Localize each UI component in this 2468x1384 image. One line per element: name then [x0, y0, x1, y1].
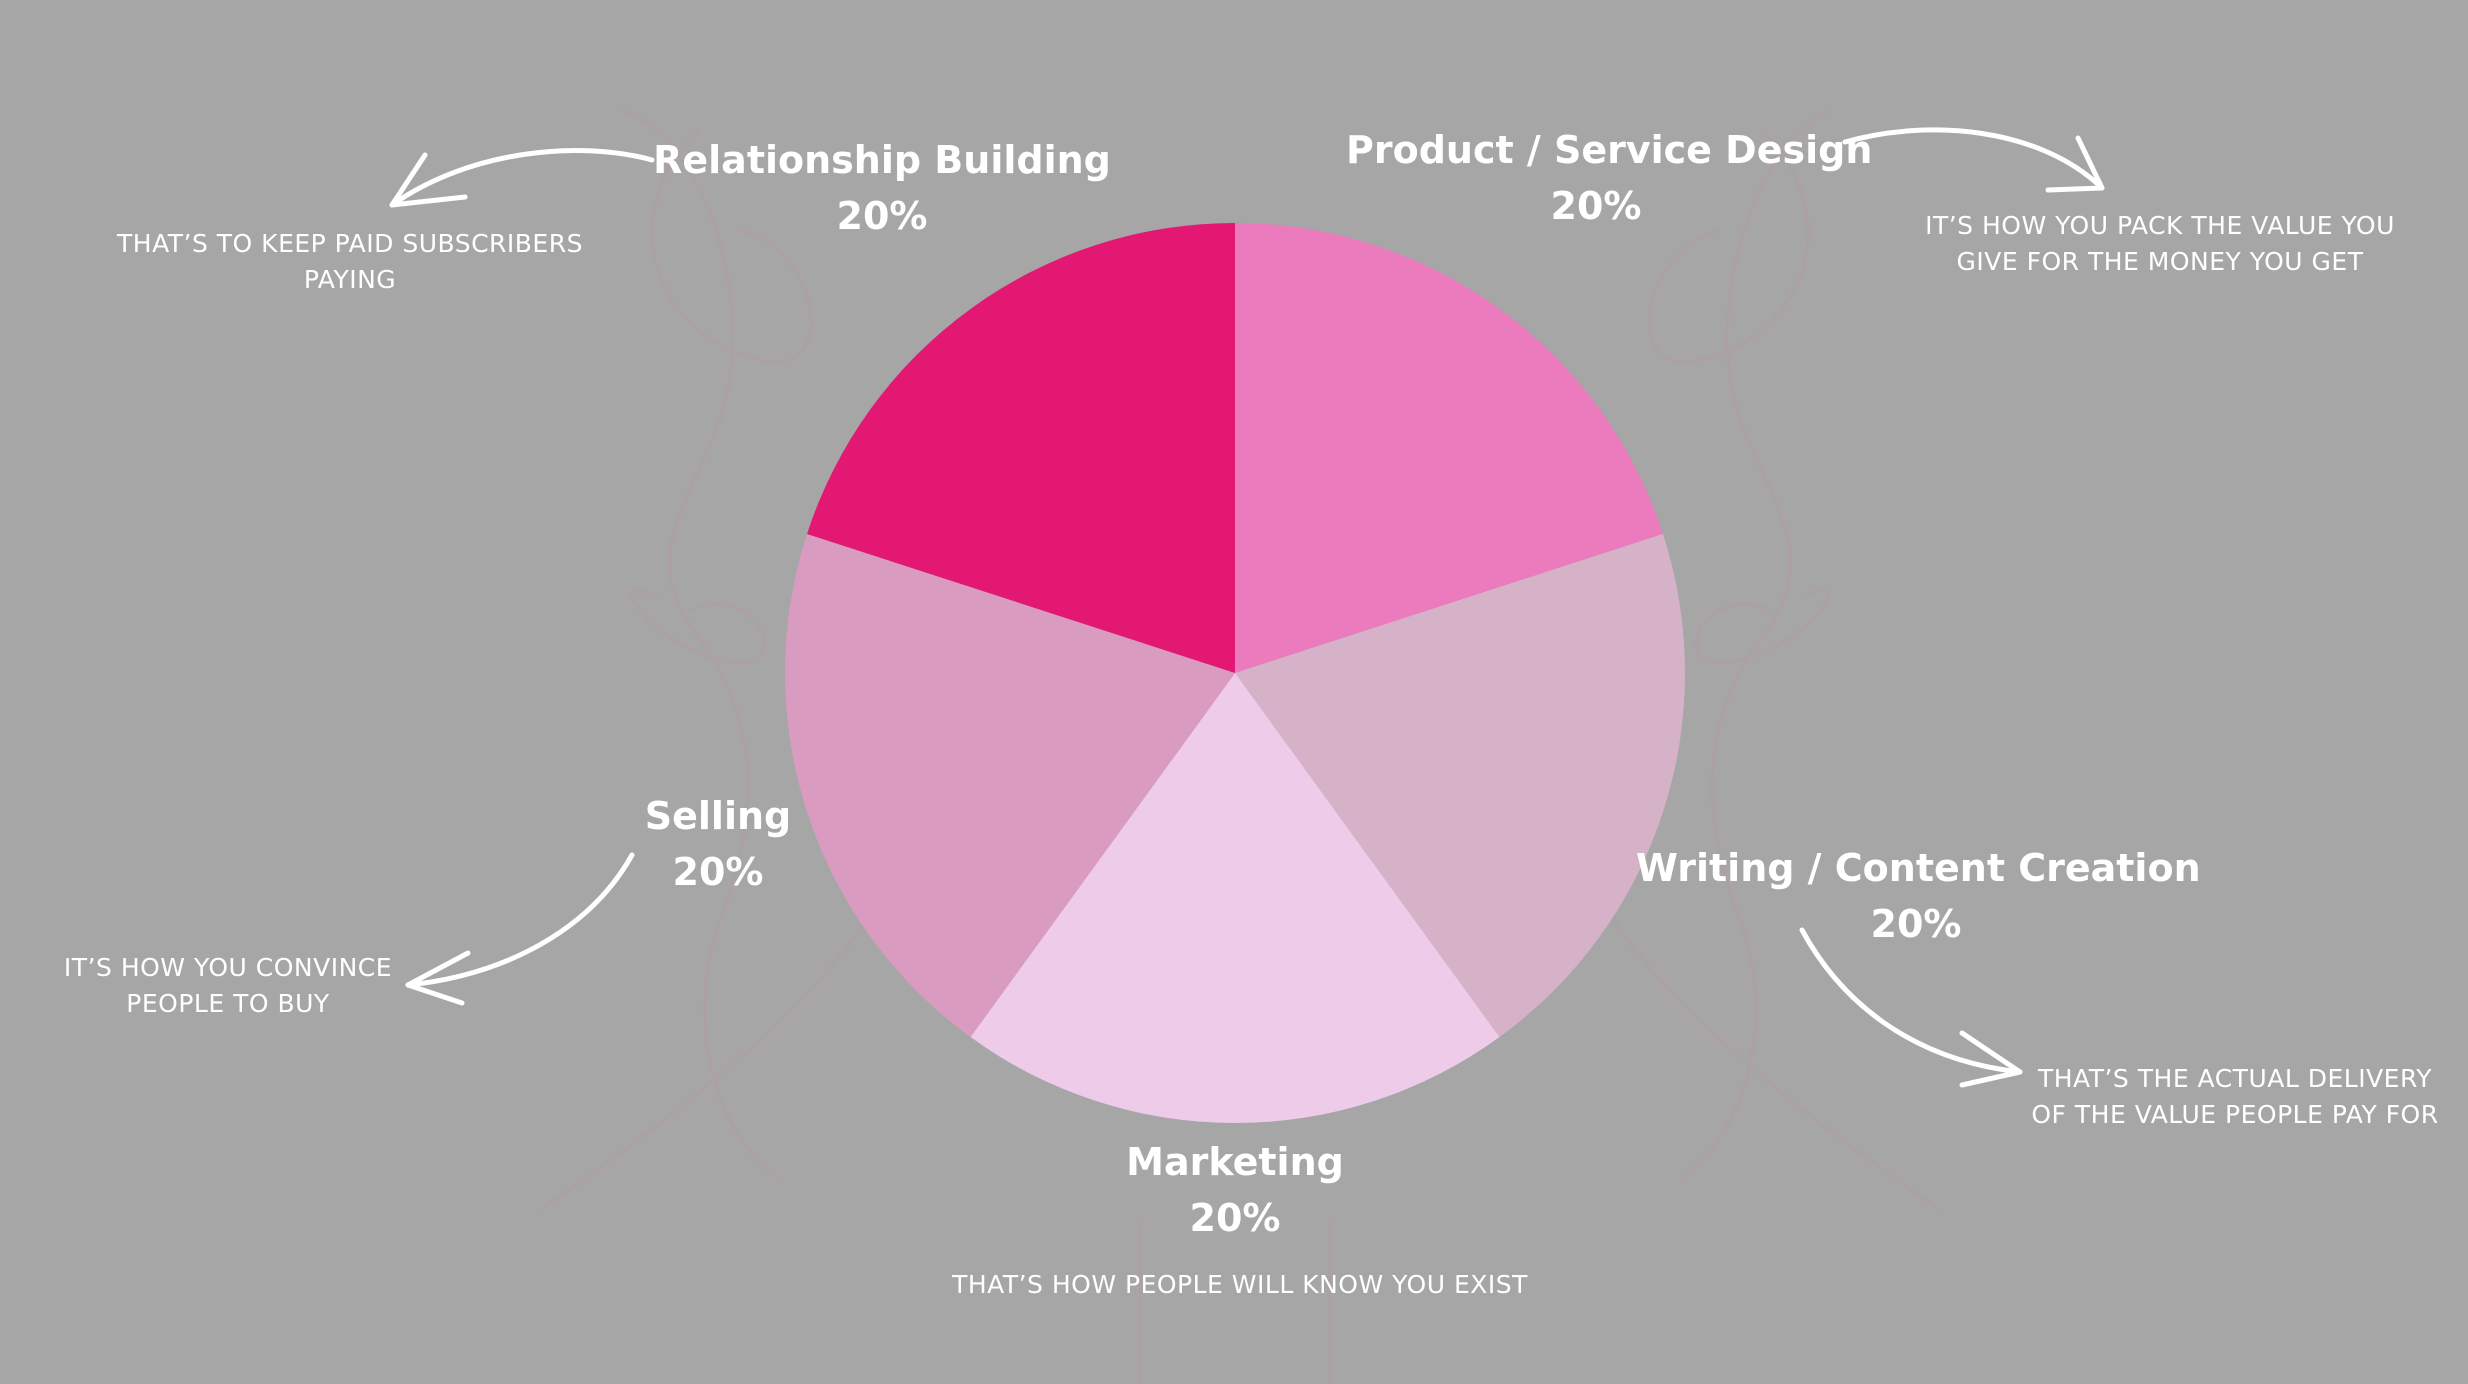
arrow-relationship-building: [389, 148, 655, 208]
arrow-writing-content-creation: [1799, 927, 2023, 1075]
slice-label-text: Writing / Content Creation: [1636, 846, 2201, 890]
slice-value-text: 20%: [1550, 184, 1642, 228]
arrow-product-service-design: [1842, 127, 2105, 191]
pie-slice-marketing: [970, 673, 1500, 1123]
annotation-arrows: [389, 127, 2105, 1088]
slice-label-text: Product / Service Design: [1346, 128, 1873, 172]
label-marketing: Marketing 20%: [1085, 1134, 1385, 1246]
pie-slice-writing-content-creation: [1235, 533, 1686, 1038]
pie: [784, 223, 1686, 1123]
slice-label-text: Relationship Building: [653, 138, 1111, 182]
arrow-selling: [405, 852, 635, 988]
arrowhead-selling: [405, 950, 471, 1006]
arrowhead-writing-content-creation: [1959, 1030, 2023, 1088]
description-marketing: THAT’S HOW PEOPLE WILL KNOW YOU EXIST: [952, 1270, 1528, 1299]
label-relationship-building: Relationship Building 20%: [632, 132, 1132, 244]
description-product-service-design: IT’S HOW YOU PACK THE VALUE YOU GIVE FOR…: [1925, 211, 2395, 276]
slice-value-text: 20%: [1189, 1196, 1281, 1240]
pie-slice-relationship-building: [807, 223, 1235, 673]
slice-value-text: 20%: [836, 194, 928, 238]
label-writing-content-creation: Writing / Content Creation 20%: [1636, 840, 2201, 952]
arrowhead-relationship-building: [389, 152, 468, 208]
label-selling: Selling 20%: [568, 788, 868, 900]
slice-label-text: Selling: [644, 794, 792, 838]
description-relationship-building: THAT’S TO KEEP PAID SUBSCRIBERS PAYING: [117, 229, 583, 294]
background-doodle: [539, 108, 1941, 1384]
slice-value-text: 20%: [672, 850, 764, 894]
description-writing-content-creation: THAT’S THE ACTUAL DELIVERY OF THE VALUE …: [2031, 1064, 2439, 1129]
arrowhead-product-service-design: [2045, 135, 2105, 193]
pie-slice-selling: [784, 533, 1235, 1038]
pie-slice-product-service-design: [1235, 223, 1663, 673]
slice-label-text: Marketing: [1126, 1140, 1344, 1184]
label-product-service-design: Product / Service Design 20%: [1346, 122, 1873, 234]
description-selling: IT’S HOW YOU CONVINCE PEOPLE TO BUY: [63, 953, 393, 1018]
slice-value-text: 20%: [1870, 902, 1962, 946]
